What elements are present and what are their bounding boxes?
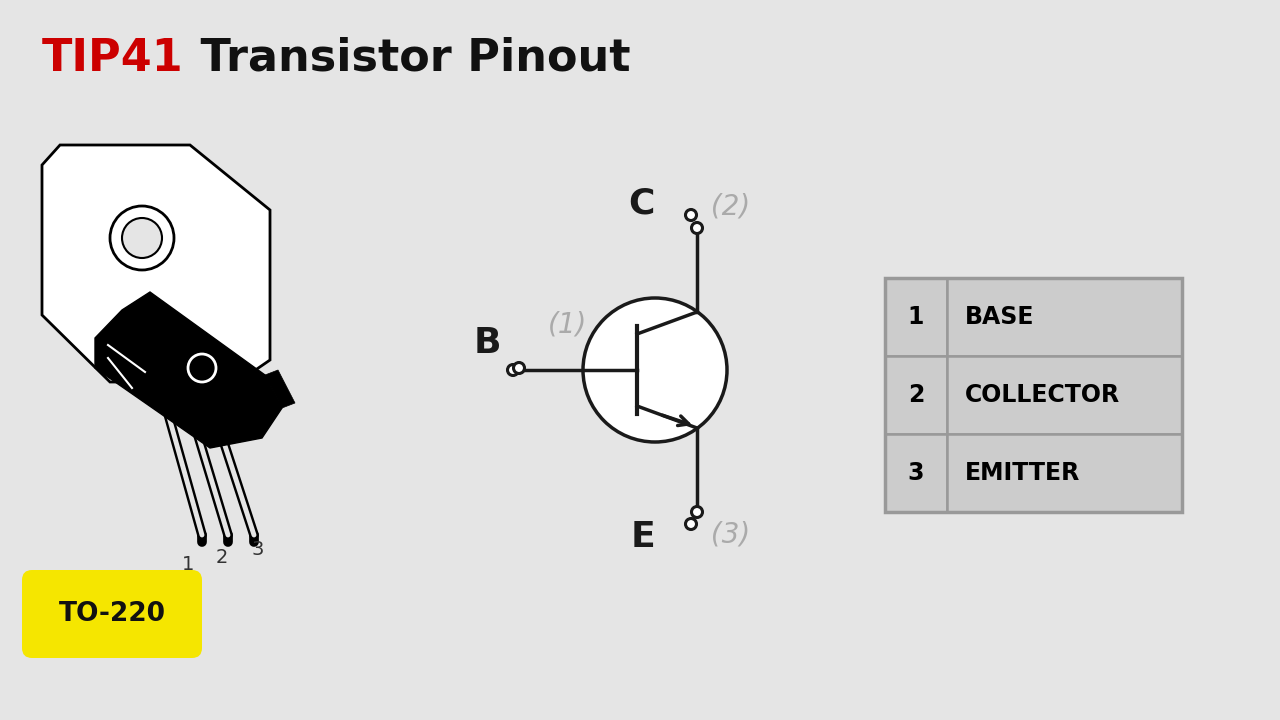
Circle shape xyxy=(691,506,703,518)
Text: TO-220: TO-220 xyxy=(59,601,165,627)
Circle shape xyxy=(582,298,727,442)
Text: 3: 3 xyxy=(908,461,924,485)
Text: (2): (2) xyxy=(701,192,750,220)
Polygon shape xyxy=(265,370,294,408)
Polygon shape xyxy=(95,292,282,448)
Bar xyxy=(947,356,1181,434)
Text: C: C xyxy=(628,186,655,220)
Text: 2: 2 xyxy=(216,548,228,567)
Bar xyxy=(884,278,1181,512)
Text: 3: 3 xyxy=(252,540,264,559)
Text: COLLECTOR: COLLECTOR xyxy=(965,383,1120,407)
Circle shape xyxy=(188,354,216,382)
Bar xyxy=(947,278,1181,356)
Text: B: B xyxy=(474,326,500,360)
Bar xyxy=(884,356,947,434)
Text: 2: 2 xyxy=(908,383,924,407)
Circle shape xyxy=(513,362,525,374)
Text: EMITTER: EMITTER xyxy=(965,461,1080,485)
Polygon shape xyxy=(42,145,270,382)
Text: (1): (1) xyxy=(548,310,588,338)
Circle shape xyxy=(686,210,696,220)
Text: BASE: BASE xyxy=(965,305,1034,329)
FancyBboxPatch shape xyxy=(22,570,202,658)
Bar xyxy=(947,434,1181,512)
Bar xyxy=(884,278,947,356)
Text: E: E xyxy=(630,520,655,554)
Circle shape xyxy=(507,364,518,376)
Text: 1: 1 xyxy=(182,555,195,574)
Text: (3): (3) xyxy=(701,520,750,548)
Bar xyxy=(884,434,947,512)
Text: Transistor Pinout: Transistor Pinout xyxy=(186,37,631,79)
Text: TIP41: TIP41 xyxy=(42,37,184,79)
Text: 1: 1 xyxy=(908,305,924,329)
Circle shape xyxy=(691,222,703,233)
Circle shape xyxy=(122,218,163,258)
Circle shape xyxy=(110,206,174,270)
Circle shape xyxy=(686,518,696,529)
